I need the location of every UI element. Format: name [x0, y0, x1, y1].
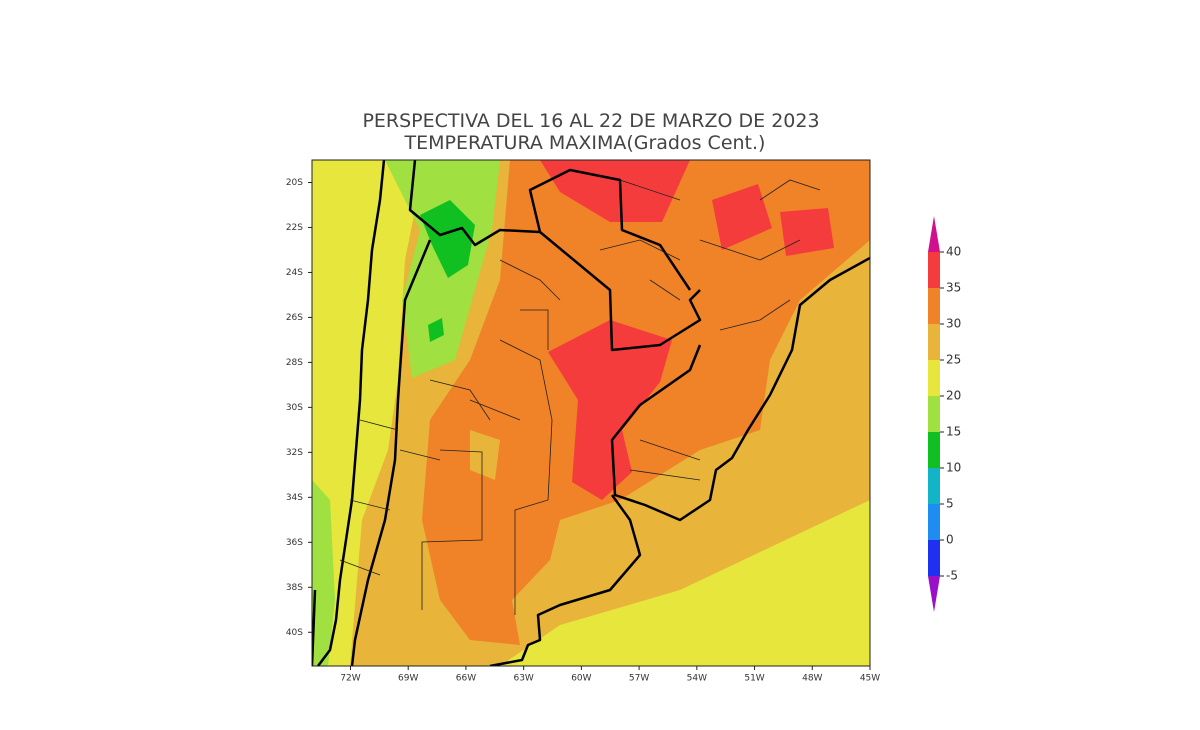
x-tick-label: 48W [802, 674, 822, 684]
field-20-25 [312, 160, 425, 666]
coastline [610, 256, 870, 522]
y-tick-label: 34S [286, 493, 303, 503]
province-lines [339, 179, 821, 615]
field-35-40 [712, 184, 772, 250]
border [350, 239, 432, 666]
colorbar-band [928, 396, 940, 432]
x-tick-label: 57W [629, 674, 649, 684]
colorbar-label: 10 [946, 461, 961, 475]
coastline [489, 494, 642, 666]
y-tick-label: 30S [286, 403, 303, 413]
x-tick-label: 72W [340, 674, 360, 684]
field-35-40 [548, 320, 672, 500]
colorbar-label: -5 [946, 569, 958, 583]
colorbar-band [928, 252, 940, 288]
field-35-40 [540, 160, 690, 222]
colorbar-band [928, 324, 940, 360]
y-tick-label: 36S [286, 538, 303, 548]
x-tick-label: 63W [513, 674, 533, 684]
colorbar-band [928, 432, 940, 468]
y-tick-label: 22S [286, 223, 303, 233]
y-tick-label: 32S [286, 448, 303, 458]
colorbar-band [928, 360, 940, 396]
colorbar-label: 35 [946, 281, 961, 295]
colorbar-label: 40 [946, 245, 961, 259]
y-tick-label: 20S [286, 178, 303, 188]
field-30-35 [422, 160, 870, 645]
map [311, 159, 871, 667]
colorbar-label: 5 [946, 497, 954, 511]
colorbar-label: 25 [946, 353, 961, 367]
x-tick-label: 69W [398, 674, 418, 684]
colorbar-under [928, 576, 940, 612]
colorbar-band [928, 504, 940, 540]
field-25-30 [470, 430, 500, 480]
x-tick-label: 66W [456, 674, 476, 684]
coastline [317, 160, 386, 666]
colorbar-label: 15 [946, 425, 961, 439]
colorbar-label: 20 [946, 389, 961, 403]
colorbar-band [928, 468, 940, 504]
x-tick-label: 45W [860, 674, 880, 684]
y-tick-label: 38S [286, 583, 303, 593]
map-frame [311, 159, 871, 667]
x-tick-label: 51W [744, 674, 764, 684]
colorbar-label: 0 [946, 533, 954, 547]
field-10-15 [428, 318, 444, 342]
field-20-25 [500, 500, 870, 666]
field-35-40 [780, 208, 834, 256]
subtitle-line: TEMPERATURA MAXIMA(Grados Cent.) [404, 132, 766, 154]
y-tick-label: 40S [286, 628, 303, 638]
colorbar-over [928, 216, 940, 252]
y-tick-label: 28S [286, 358, 303, 368]
colorbar-label: 30 [946, 317, 961, 331]
x-tick-label: 60W [571, 674, 591, 684]
y-tick-label: 24S [286, 268, 303, 278]
colorbar-band [928, 288, 940, 324]
field-10-15 [420, 200, 475, 278]
y-tick-label: 26S [286, 313, 303, 323]
colorbar-band [928, 540, 940, 576]
title-line: PERSPECTIVA DEL 16 AL 22 DE MARZO DE 202… [362, 110, 819, 132]
x-tick-label: 54W [687, 674, 707, 684]
field-15-20 [312, 480, 335, 666]
